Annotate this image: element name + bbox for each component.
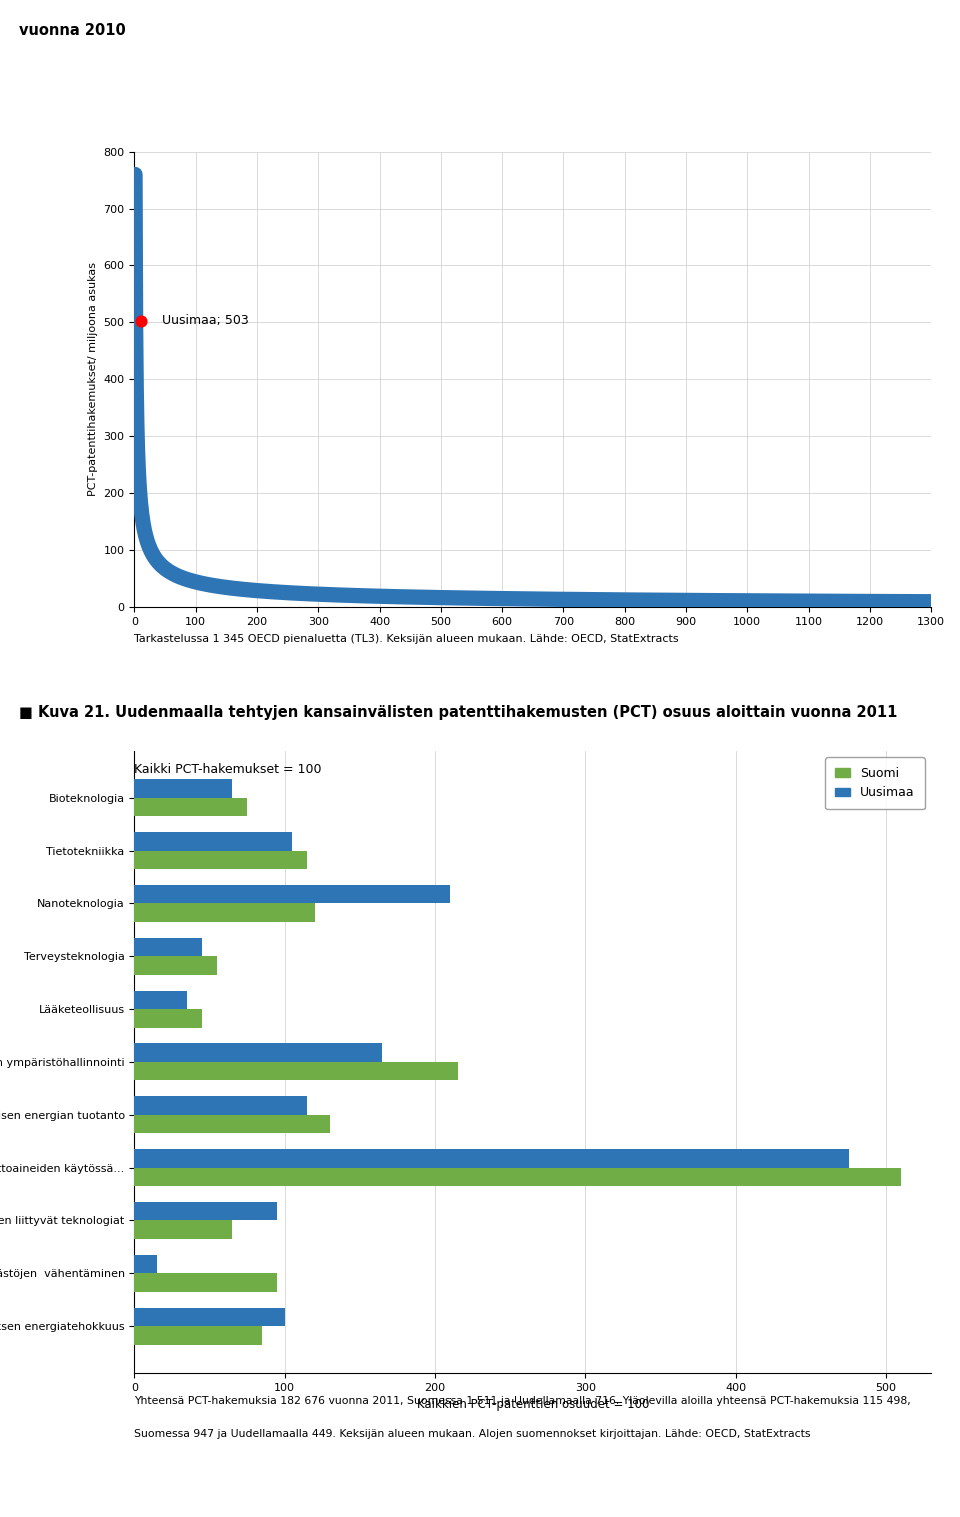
Bar bbox=[134, 938, 202, 956]
Point bbox=[132, 308, 148, 332]
Bar bbox=[134, 831, 292, 851]
Bar bbox=[134, 1168, 901, 1186]
Bar bbox=[134, 1097, 307, 1115]
Bar bbox=[134, 1221, 232, 1239]
Bar bbox=[134, 851, 307, 869]
Bar bbox=[134, 1115, 330, 1133]
Text: Kaikki PCT-hakemukset = 100: Kaikki PCT-hakemukset = 100 bbox=[134, 763, 322, 777]
Bar bbox=[134, 1201, 277, 1221]
Bar bbox=[134, 956, 217, 975]
Y-axis label: PCT-patenttihakemukset/ miljoona asukas: PCT-patenttihakemukset/ miljoona asukas bbox=[88, 262, 98, 496]
Text: ■ Kuva 21. Uudenmaalla tehtyjen kansainvälisten patenttihakemusten (PCT) osuus a: ■ Kuva 21. Uudenmaalla tehtyjen kansainv… bbox=[19, 705, 898, 721]
Bar bbox=[134, 1062, 458, 1080]
Bar bbox=[134, 1148, 849, 1168]
Bar bbox=[134, 1255, 156, 1273]
Bar bbox=[134, 1308, 285, 1326]
Bar bbox=[134, 884, 450, 903]
Bar bbox=[134, 903, 315, 922]
Text: Suomessa 947 ja Uudellamaalla 449. Keksijän alueen mukaan. Alojen suomennokset k: Suomessa 947 ja Uudellamaalla 449. Keksi… bbox=[134, 1429, 811, 1440]
Text: Yhteensä PCT-hakemuksia 182 676 vuonna 2011, Suomessa 1 511 ja Uudellamaalla 716: Yhteensä PCT-hakemuksia 182 676 vuonna 2… bbox=[134, 1396, 911, 1406]
Bar bbox=[134, 1326, 262, 1344]
Bar bbox=[134, 798, 247, 816]
Bar bbox=[134, 1009, 202, 1027]
Text: Uusimaa; 503: Uusimaa; 503 bbox=[162, 314, 249, 328]
X-axis label: Kaikkien PCT-patenttien osuudet = 100: Kaikkien PCT-patenttien osuudet = 100 bbox=[417, 1399, 649, 1411]
Bar bbox=[134, 1044, 382, 1062]
Text: vuonna 2010: vuonna 2010 bbox=[19, 23, 126, 38]
Bar bbox=[134, 780, 232, 798]
Bar bbox=[134, 991, 187, 1009]
Text: Tarkastelussa 1 345 OECD pienaluetta (TL3). Keksijän alueen mukaan. Lähde: OECD,: Tarkastelussa 1 345 OECD pienaluetta (TL… bbox=[134, 634, 679, 645]
Legend: Suomi, Uusimaa: Suomi, Uusimaa bbox=[826, 757, 924, 810]
Bar bbox=[134, 1273, 277, 1292]
